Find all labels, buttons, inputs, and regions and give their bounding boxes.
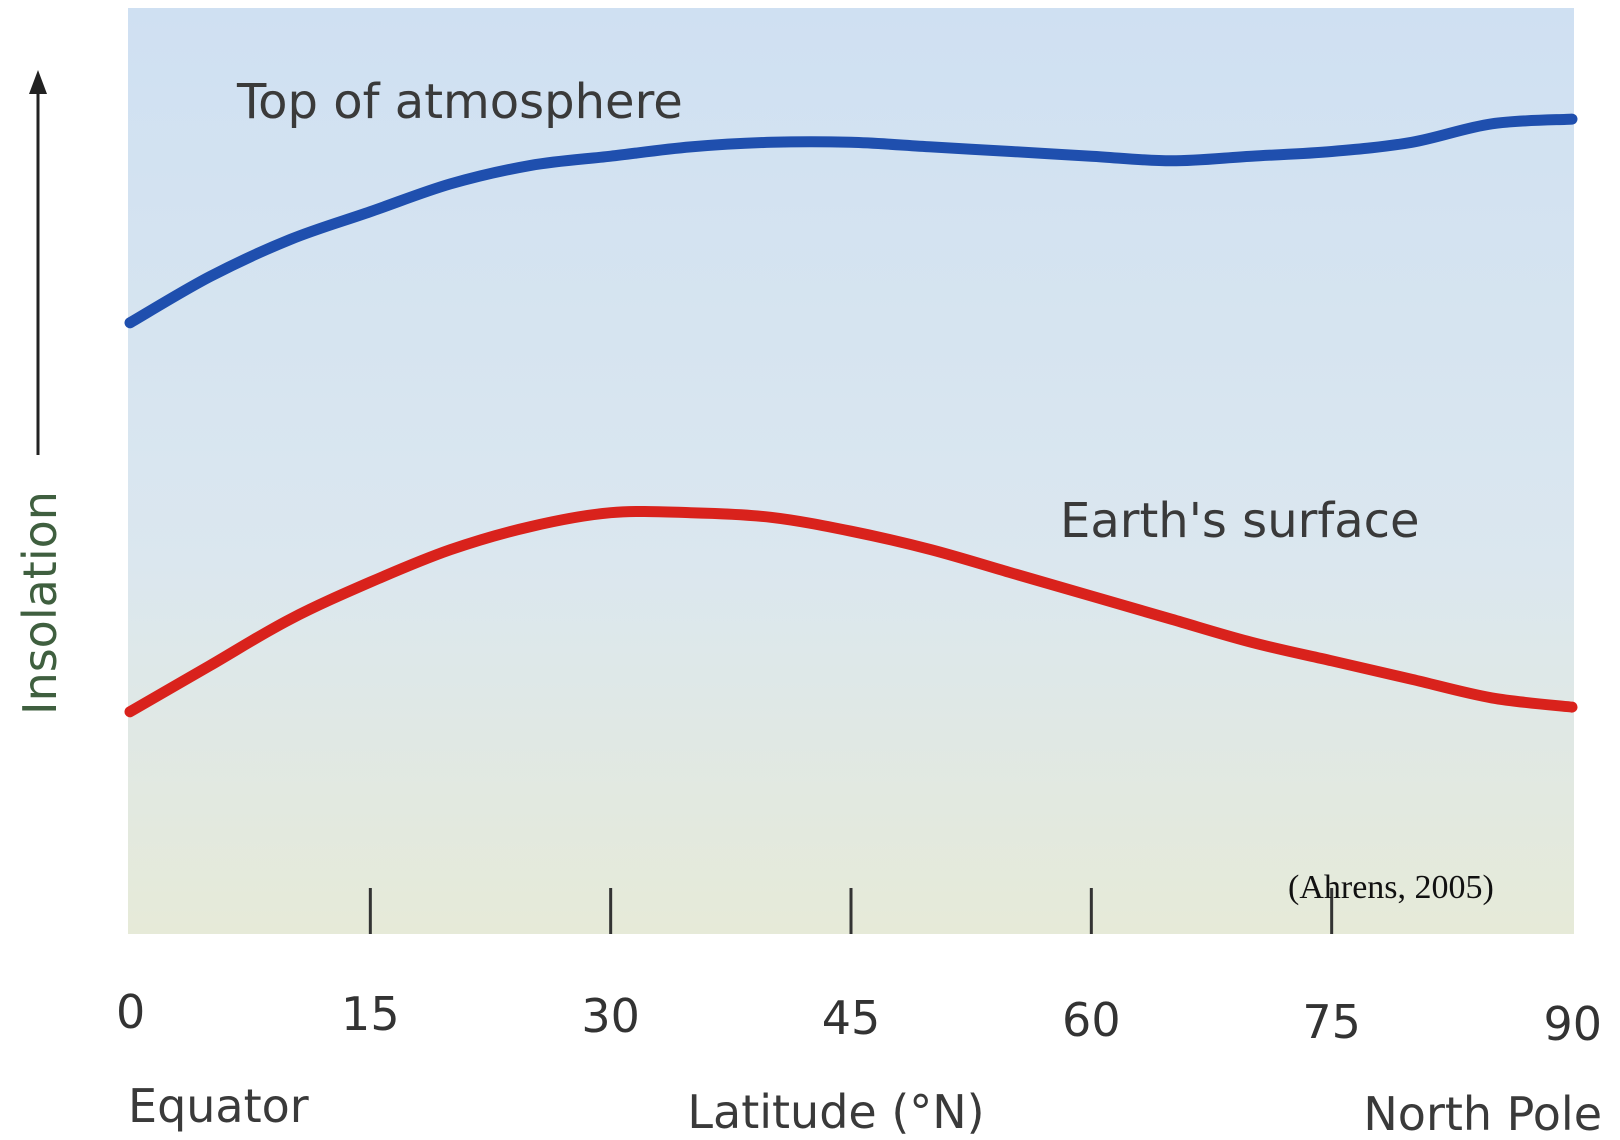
x-axis-ticks — [368, 888, 1334, 934]
series-line-top-of-atmosphere — [124, 113, 1578, 329]
x-axis-tick-labels: 0 15 30 45 60 75 90 — [116, 985, 1602, 1051]
series-label-top-of-atmosphere: Top of atmosphere — [236, 74, 683, 130]
y-axis-arrow-head — [29, 70, 47, 94]
x-tick-label: 30 — [581, 989, 640, 1043]
x-tick-label: 75 — [1302, 995, 1361, 1049]
x-tick-label: 0 — [116, 985, 145, 1039]
x-tick-label: 60 — [1062, 993, 1121, 1047]
plot-background — [128, 8, 1574, 934]
series-label-earths-surface: Earth's surface — [1060, 493, 1420, 549]
x-tick-label: 90 — [1543, 997, 1602, 1051]
series-line-earths-surface — [124, 505, 1578, 718]
x-tick-label: 15 — [341, 987, 400, 1041]
x-axis-left-label: Equator — [128, 1079, 309, 1133]
y-axis-label: Insolation — [13, 491, 67, 715]
x-tick-label: 45 — [822, 991, 881, 1045]
source-credit: (Ahrens, 2005) — [1288, 869, 1494, 906]
x-axis-right-label: North Pole — [1363, 1087, 1602, 1140]
x-axis-title: Latitude (°N) — [687, 1085, 984, 1139]
